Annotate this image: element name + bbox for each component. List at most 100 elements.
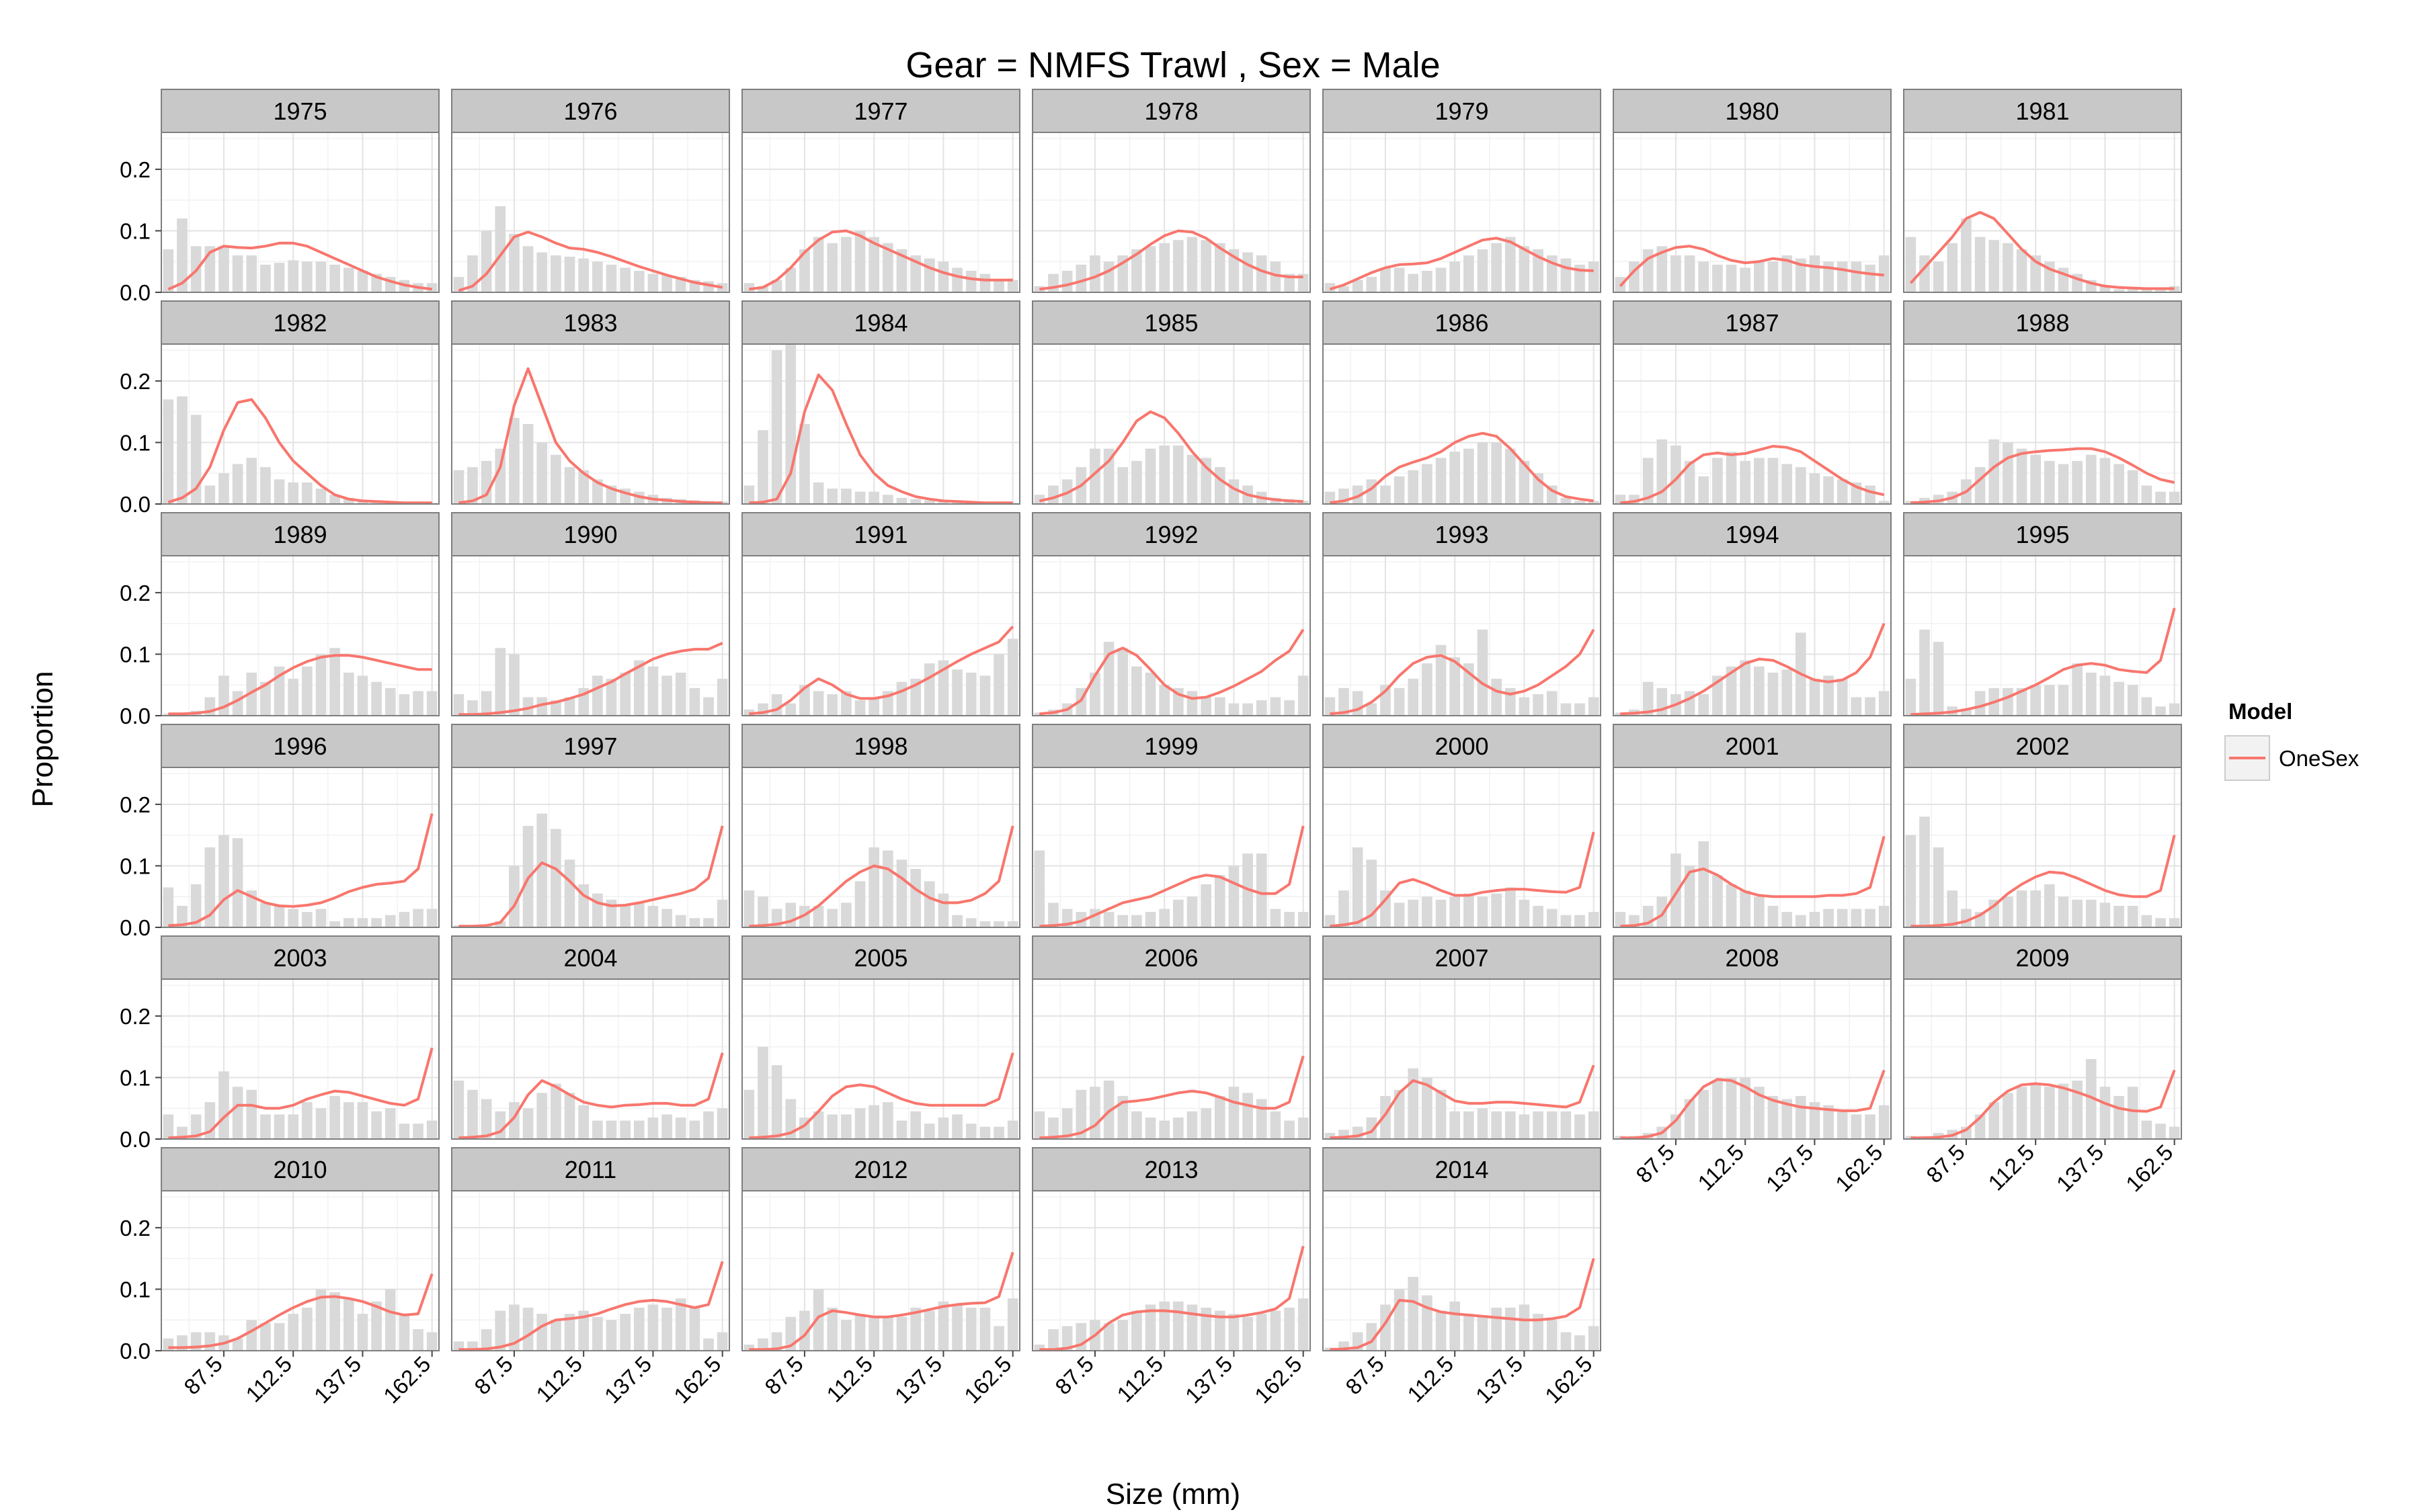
bar-observed bbox=[1684, 460, 1695, 504]
panel-border bbox=[1613, 767, 1892, 928]
bar-observed bbox=[785, 703, 797, 716]
plot-background bbox=[452, 767, 729, 927]
panel-border bbox=[1613, 978, 1892, 1140]
panel-1999: 1999 bbox=[1032, 724, 1311, 928]
bar-observed bbox=[578, 470, 589, 504]
bar-observed bbox=[1712, 264, 1723, 292]
bar-observed bbox=[1823, 675, 1834, 716]
strip-2010 bbox=[161, 1147, 440, 1191]
bar-observed bbox=[315, 909, 327, 927]
bar-observed bbox=[1837, 1111, 1848, 1139]
panel-border bbox=[1322, 767, 1601, 928]
bar-observed bbox=[2127, 470, 2138, 504]
bar-observed bbox=[1297, 1298, 1309, 1351]
strip-2002 bbox=[1903, 724, 2182, 768]
panel-1996: 1996 0.0 0.1 0.2 bbox=[120, 724, 440, 940]
line-onesex bbox=[749, 373, 1013, 505]
bar-observed bbox=[246, 672, 257, 716]
bar-observed bbox=[1256, 1314, 1267, 1351]
bar-observed bbox=[1684, 866, 1695, 927]
bar-observed bbox=[717, 283, 728, 292]
line-onesex bbox=[1330, 831, 1595, 928]
bar-observed bbox=[1546, 485, 1558, 504]
bar-observed bbox=[1574, 915, 1585, 927]
bar-observed bbox=[288, 1314, 298, 1351]
bar-observed bbox=[1090, 255, 1100, 292]
bar-observed bbox=[896, 681, 908, 716]
line-onesex bbox=[458, 825, 724, 928]
bar-observed bbox=[536, 1093, 548, 1139]
panel-border bbox=[1903, 343, 2182, 505]
bar-observed bbox=[2085, 899, 2097, 927]
bar-observed bbox=[274, 263, 285, 292]
strip-label: 2001 bbox=[1725, 732, 1779, 760]
bar-observed bbox=[2127, 685, 2138, 716]
bar-observed bbox=[2169, 703, 2180, 716]
bar-observed bbox=[952, 1114, 963, 1139]
bar-observed bbox=[758, 1338, 768, 1351]
bar-observed bbox=[2030, 255, 2041, 292]
panel-1990: 1990 bbox=[451, 512, 730, 716]
bar-observed bbox=[1781, 912, 1792, 927]
bar-observed bbox=[910, 1307, 921, 1351]
bar-observed bbox=[315, 1289, 327, 1351]
bar-observed bbox=[343, 497, 354, 504]
bar-observed bbox=[1684, 1099, 1695, 1139]
bar-observed bbox=[1712, 875, 1723, 927]
bar-observed bbox=[924, 1124, 935, 1139]
bar-observed bbox=[2058, 1083, 2069, 1139]
line-onesex bbox=[167, 398, 432, 505]
bar-observed bbox=[1324, 915, 1336, 927]
bar-observed bbox=[1201, 697, 1211, 716]
bar-observed bbox=[1061, 1108, 1073, 1139]
panel-1991: 1991 bbox=[741, 512, 1020, 716]
bar-observed bbox=[413, 1124, 424, 1139]
line-onesex bbox=[168, 1273, 434, 1349]
bar-observed bbox=[2099, 675, 2111, 716]
bar-observed bbox=[2044, 685, 2055, 716]
bar-observed bbox=[2155, 1124, 2166, 1139]
bar-observed bbox=[1422, 896, 1433, 927]
bar-observed bbox=[522, 1108, 534, 1139]
bar-observed bbox=[1338, 687, 1349, 716]
bar-observed bbox=[1837, 909, 1848, 927]
bar-observed bbox=[1851, 261, 1862, 292]
bar-observed bbox=[2169, 1126, 2180, 1139]
bar-observed bbox=[1491, 243, 1502, 292]
panel-border bbox=[1032, 343, 1311, 505]
bar-observed bbox=[1228, 1087, 1240, 1139]
panel-border bbox=[451, 343, 730, 505]
bar-observed bbox=[1878, 691, 1890, 716]
bar-observed bbox=[1463, 1111, 1474, 1139]
bar-observed bbox=[1519, 1304, 1530, 1351]
bar-observed bbox=[1284, 700, 1295, 716]
bar-observed bbox=[481, 230, 492, 292]
bar-observed bbox=[1712, 1081, 1723, 1139]
y-tick-label: 0.2 bbox=[120, 1004, 151, 1029]
line-onesex bbox=[1910, 607, 2176, 716]
bar-observed bbox=[1408, 274, 1419, 292]
bar-observed bbox=[1919, 255, 1930, 292]
bar-observed bbox=[260, 1322, 271, 1351]
bar-observed bbox=[1145, 912, 1156, 927]
panel-1976: 1976 bbox=[451, 89, 730, 293]
bar-observed bbox=[399, 694, 410, 716]
bar-observed bbox=[965, 1124, 977, 1139]
panel-2006: 2006 bbox=[1032, 935, 1311, 1140]
bar-observed bbox=[994, 1326, 1004, 1351]
bar-observed bbox=[1214, 1095, 1225, 1139]
bar-observed bbox=[2169, 918, 2180, 927]
bar-observed bbox=[564, 1314, 575, 1351]
bar-observed bbox=[1297, 501, 1309, 504]
bar-observed bbox=[592, 261, 603, 292]
bar-observed bbox=[578, 1105, 589, 1139]
bar-observed bbox=[426, 1120, 438, 1139]
bar-observed bbox=[1865, 1114, 1876, 1139]
bar-observed bbox=[2016, 249, 2027, 292]
bar-observed bbox=[551, 829, 561, 927]
bar-observed bbox=[302, 482, 313, 504]
bar-observed bbox=[1933, 261, 1944, 292]
bar-observed bbox=[302, 261, 313, 292]
bar-observed bbox=[703, 918, 714, 927]
